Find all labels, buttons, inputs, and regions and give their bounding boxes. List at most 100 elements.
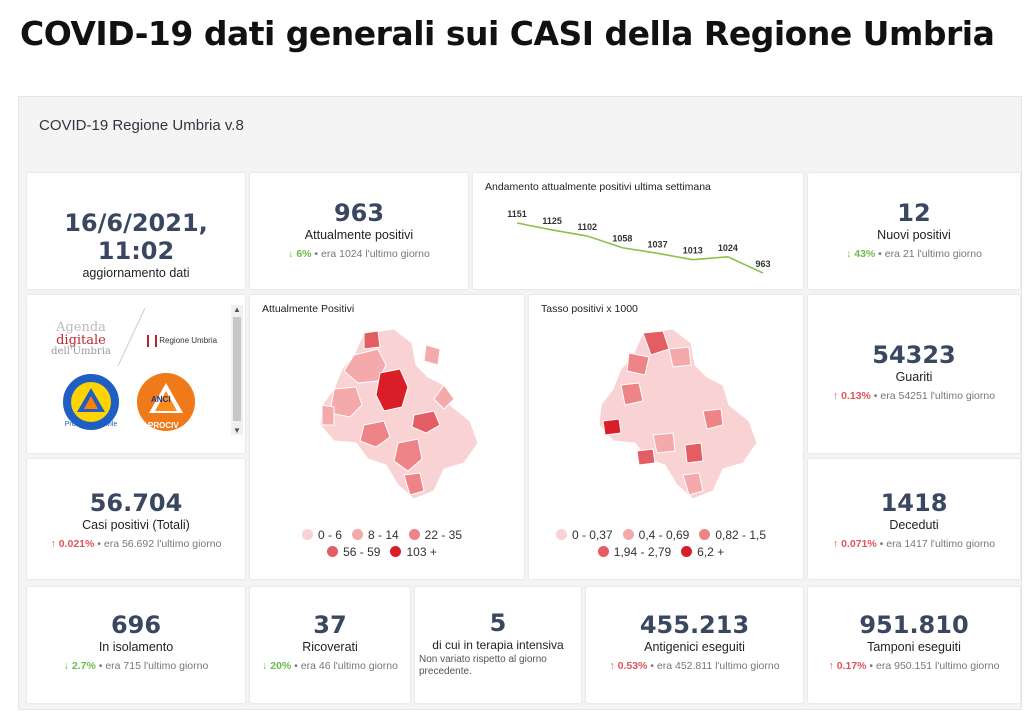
legend-item: 6,2 +: [681, 545, 724, 559]
kpi-label: Ricoverati: [302, 640, 358, 654]
kpi-trend: ↑ 0.071% • era 1417 l'ultimo giorno: [832, 538, 996, 550]
kpi-value: 37: [313, 611, 347, 639]
protezione-civile-text: Protezione Civile: [64, 421, 118, 428]
kpi-guariti: 54323 Guariti ↑ 0.13% • era 54251 l'ulti…: [808, 295, 1020, 453]
kpi-value: 455.213: [639, 611, 750, 639]
legend-item: 103 +: [390, 545, 437, 559]
dashboard-title: COVID-19 Regione Umbria v.8: [39, 117, 244, 134]
legend-item: 56 - 59: [327, 545, 380, 559]
anci-bottom-text: PROCIV: [148, 421, 179, 430]
legend-label: 0,4 - 0,69: [638, 528, 690, 542]
kpi-trend: ↑ 0.13% • era 54251 l'ultimo giorno: [832, 390, 996, 402]
kpi-value: 696: [110, 611, 162, 639]
scroll-down-icon[interactable]: ▼: [233, 426, 241, 435]
kpi-antigenici: 455.213 Antigenici eseguiti ↑ 0.53% • er…: [586, 587, 803, 703]
trend-data-label: 1037: [648, 239, 668, 249]
kpi-deceduti: 1418 Deceduti ↑ 0.071% • era 1417 l'ulti…: [808, 459, 1020, 579]
legend-dot-icon: [327, 546, 339, 557]
legend-dot-icon: [622, 529, 634, 540]
legend-label: 56 - 59: [343, 545, 381, 559]
arrow-up-icon: ↑: [832, 390, 839, 402]
trend-data-label: 1125: [542, 216, 562, 226]
kpi-value: 951.810: [859, 611, 969, 639]
kpi-label: Guariti: [895, 370, 933, 384]
legend-item: 0 - 6: [301, 528, 342, 542]
legend-item: 8 - 14: [351, 528, 399, 542]
kpi-value: 54323: [872, 341, 956, 369]
kpi-casi-totali: 56.704 Casi positivi (Totali) ↑ 0.021% •…: [27, 459, 245, 579]
kpi-tamponi: 951.810 Tamponi eseguiti ↑ 0.17% • era 9…: [808, 587, 1020, 703]
kpi-trend: ↓ 6% • era 1024 l'ultimo giorno: [288, 248, 430, 260]
legend-label: 6,2 +: [697, 545, 725, 559]
arrow-down-icon: ↓: [63, 660, 69, 672]
legend-item: 0,82 - 1,5: [699, 528, 766, 542]
trend-data-label: 1013: [683, 246, 703, 256]
trend-data-label: 1102: [578, 222, 598, 232]
kpi-label: Deceduti: [889, 518, 939, 532]
legend-item: 22 - 35: [408, 528, 463, 542]
arrow-up-icon: ↑: [50, 538, 56, 550]
legend-label: 0,82 - 1,5: [715, 528, 767, 542]
agenda-digitale-logo: Agenda digitale dell'Umbria: [51, 320, 111, 357]
kpi-value: 1418: [880, 489, 948, 517]
trend-series-line: [516, 222, 764, 274]
trend-data-label: 1024: [718, 243, 738, 253]
trend-data-label: 1058: [612, 234, 632, 244]
trend-line-chart: 1151 1125 1102 1058 1037 1013 1024 963: [507, 209, 771, 274]
kpi-trend: ↑ 0.17% • era 950.151 l'ultimo giorno: [828, 660, 1000, 672]
legend-item: 0,4 - 0,69: [622, 528, 690, 542]
page-title: COVID-19 dati generali sui CASI della Re…: [20, 14, 995, 53]
kpi-value: 56.704: [89, 489, 183, 517]
anci-prociv-logo: [137, 373, 195, 431]
dashboard: COVID-19 Regione Umbria v.8 16/6/2021, 1…: [18, 96, 1022, 710]
legend-label: 0 - 0,37: [571, 528, 613, 542]
kpi-label: In isolamento: [98, 640, 174, 654]
kpi-label: Tamponi eseguiti: [867, 640, 961, 654]
scrollbar-thumb[interactable]: [233, 317, 241, 421]
kpi-nuovi-positivi: 12 Nuovi positivi ↓ 43% • era 21 l'ultim…: [808, 173, 1020, 289]
trend-chart-title: Andamento attualmente positivi ultima se…: [485, 181, 711, 193]
update-datetime: 16/6/2021, 11:02: [64, 209, 208, 265]
legend-dot-icon: [555, 529, 567, 540]
kpi-trend: ↓ 20% • era 46 l'ultimo giorno: [262, 660, 398, 672]
legend-dot-icon: [390, 546, 402, 557]
kpi-value: 12: [897, 199, 931, 227]
trend-data-label: 963: [755, 259, 770, 269]
kpi-value: 963: [333, 199, 385, 227]
legend-dot-icon: [597, 546, 609, 557]
scroll-up-icon[interactable]: ▲: [233, 305, 241, 314]
kpi-trend: ↓ 2.7% • era 715 l'ultimo giorno: [63, 660, 209, 672]
legend-dot-icon: [681, 546, 693, 557]
umbria-map-tasso: [598, 328, 758, 500]
map-title: Tasso positivi x 1000: [541, 303, 638, 315]
legend-dot-icon: [408, 529, 420, 540]
legend-label: 22 - 35: [424, 528, 463, 542]
anci-top-text: ANCI: [151, 395, 171, 404]
arrow-up-icon: ↑: [609, 660, 615, 672]
regione-umbria-logo: Regione Umbria: [147, 335, 217, 347]
kpi-trend: ↑ 0.53% • era 452.811 l'ultimo giorno: [609, 660, 780, 672]
arrow-down-icon: ↓: [288, 248, 294, 260]
kpi-terapia-intensiva: 5 di cui in terapia intensiva Non variat…: [415, 587, 581, 703]
legend-item: 1,94 - 2,79: [597, 545, 672, 559]
kpi-trend: ↑ 0.021% • era 56.692 l'ultimo giorno: [50, 538, 222, 550]
trend-chart-card: Andamento attualmente positivi ultima se…: [473, 173, 803, 289]
trend-data-label: 1151: [507, 209, 527, 219]
arrow-down-icon: ↓: [846, 248, 852, 260]
legend-dot-icon: [699, 529, 711, 540]
protezione-civile-logo: [61, 372, 121, 432]
kpi-label: Casi positivi (Totali): [82, 518, 190, 532]
kpi-label: Antigenici eseguiti: [644, 640, 745, 654]
legend-label: 8 - 14: [367, 528, 399, 542]
legend-label: 1,94 - 2,79: [613, 545, 672, 559]
logos-scrollbar[interactable]: ▲ ▼: [231, 305, 243, 435]
legend-item: 0 - 0,37: [555, 528, 613, 542]
divider-line: [117, 307, 146, 367]
map-tasso-card: Tasso positivi x 1000 0 - 0,37 0,4 - 0,69…: [529, 295, 803, 579]
kpi-label: di cui in terapia intensiva: [432, 638, 564, 652]
kpi-attualmente-positivi: 963 Attualmente positivi ↓ 6% • era 1024…: [250, 173, 468, 289]
kpi-trend: ↓ 43% • era 21 l'ultimo giorno: [846, 248, 982, 260]
update-card: 16/6/2021, 11:02 aggiornamento dati: [27, 173, 245, 289]
map-legend: 0 - 0,37 0,4 - 0,69 0,82 - 1,5 1,94 - 2,79 6…: [529, 527, 803, 561]
legend-dot-icon: [301, 529, 313, 540]
